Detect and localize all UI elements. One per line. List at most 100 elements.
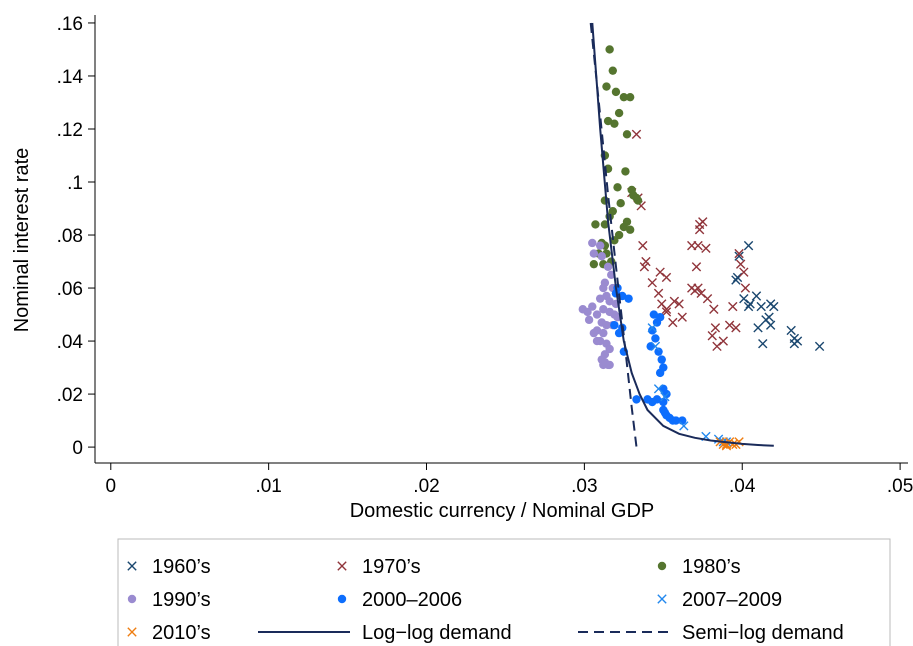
- data-point: [745, 299, 755, 309]
- data-point: [743, 301, 754, 312]
- data-point: [589, 328, 599, 338]
- data-point: [591, 220, 600, 229]
- data-point: [610, 320, 619, 330]
- data-point: [641, 256, 651, 267]
- series-line: [591, 22, 774, 447]
- data-point: [691, 262, 702, 272]
- data-point: [619, 92, 629, 102]
- data-point: [638, 240, 648, 251]
- y-axis-title: Nominal interest rate: [11, 148, 33, 333]
- data-point: [625, 92, 635, 102]
- data-point: [632, 395, 641, 404]
- data-point: [614, 108, 624, 118]
- data-point: [647, 323, 657, 333]
- y-tick-label: .02: [57, 385, 83, 406]
- y-tick-label: .14: [57, 67, 84, 88]
- data-point: [655, 368, 665, 378]
- legend-label: 1990’s: [152, 589, 211, 611]
- data-point: [751, 291, 762, 301]
- data-point: [739, 293, 749, 304]
- data-point: [602, 82, 611, 91]
- data-point: [600, 220, 610, 229]
- data-point: [589, 259, 599, 269]
- legend-key: [657, 561, 667, 571]
- data-point: [694, 225, 705, 235]
- data-point: [724, 320, 735, 330]
- data-point: [671, 416, 681, 425]
- y-tick-label: .16: [57, 14, 83, 35]
- data-point: [732, 272, 743, 283]
- data-point: [756, 301, 766, 312]
- x-tick-label: .05: [887, 476, 913, 497]
- data-point: [651, 334, 660, 343]
- legend-item: Semi−log demand: [578, 622, 844, 644]
- data-point: [643, 395, 652, 404]
- data-point: [677, 312, 687, 322]
- data-point: [693, 240, 703, 251]
- x-ticks: 0 .01 .02 .03 .04 .05: [105, 463, 913, 497]
- plot-area: [578, 22, 825, 451]
- legend-items: 1960’s 1970’s 1980’s 1990’s 2000–2006 2007–20…: [127, 556, 844, 644]
- data-point: [653, 384, 664, 394]
- data-point: [657, 355, 666, 364]
- data-point: [599, 328, 608, 338]
- y-tick-label: .1: [67, 173, 83, 194]
- legend-box: [117, 538, 891, 646]
- data-point: [605, 45, 614, 54]
- data-point: [669, 296, 680, 306]
- legend-label: 1960’s: [152, 556, 211, 578]
- data-point: [660, 392, 670, 402]
- axes: 0 .01 .02 .03 .04 .05 0 .02 .04 .06 .08 .1 .12 .14 .1…: [11, 14, 913, 522]
- data-point: [662, 389, 671, 399]
- legend-item: 2010’s: [127, 622, 211, 644]
- data-point: [731, 275, 741, 285]
- data-point: [712, 341, 722, 352]
- data-point: [668, 317, 678, 328]
- y-tick-label: .04: [57, 332, 84, 353]
- series-3: [578, 238, 622, 370]
- data-point: [792, 336, 803, 346]
- data-point: [621, 167, 630, 176]
- y-tick-label: .06: [57, 279, 83, 300]
- data-point: [735, 259, 746, 269]
- series-0: [731, 240, 825, 352]
- data-point: [769, 301, 779, 312]
- data-point: [597, 252, 606, 261]
- legend-item: 2000–2006: [337, 589, 462, 611]
- legend-item: 2007–2009: [657, 589, 782, 611]
- x-tick-label: 0: [105, 476, 116, 497]
- data-point: [588, 238, 597, 248]
- legend-key: [337, 561, 347, 571]
- data-point: [646, 342, 655, 351]
- data-point: [707, 331, 717, 341]
- data-point: [765, 320, 776, 330]
- data-point: [674, 299, 684, 309]
- data-point: [679, 421, 689, 431]
- series-line: [589, 22, 638, 448]
- data-point: [584, 315, 594, 325]
- legend-item: 1970’s: [337, 556, 421, 578]
- data-point: [696, 288, 706, 299]
- data-point: [655, 267, 665, 277]
- data-point: [661, 304, 672, 314]
- data-point: [661, 307, 672, 317]
- legend-label: Semi−log demand: [682, 622, 844, 644]
- data-point: [616, 199, 625, 208]
- data-point: [648, 326, 657, 335]
- data-point: [814, 341, 825, 352]
- data-point: [740, 283, 751, 293]
- data-point: [660, 408, 670, 417]
- series-7: [591, 22, 774, 447]
- data-point: [654, 347, 663, 356]
- x-axis-title: Domestic currency / Nominal GDP: [350, 500, 655, 522]
- legend-item: 1960’s: [127, 556, 211, 578]
- data-point: [605, 360, 614, 370]
- data-point: [610, 119, 619, 128]
- series-8: [589, 22, 638, 448]
- data-point: [592, 310, 602, 319]
- legend-key: [657, 594, 667, 604]
- data-point: [599, 360, 608, 370]
- data-point: [710, 323, 721, 333]
- legend-label: Log−log demand: [362, 622, 512, 644]
